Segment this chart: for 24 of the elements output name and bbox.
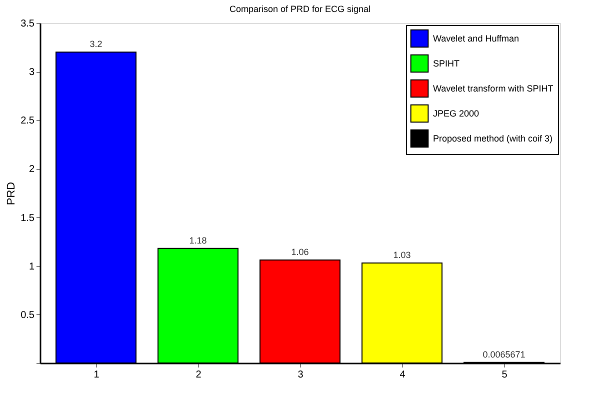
data-label: 1.18 (189, 235, 207, 246)
legend-label: Wavelet transform with SPIHT (433, 84, 554, 94)
data-label: 1.06 (291, 247, 309, 258)
y-tick-label: 3.5 (20, 18, 35, 30)
y-tick-label: 2.5 (20, 116, 35, 127)
y-tick-label: 0.5 (20, 310, 35, 321)
x-tick-label: 2 (196, 370, 202, 380)
x-tick-label: 4 (400, 370, 406, 380)
y-tick-label: 1.5 (20, 212, 35, 224)
data-label: 0.0065671 (482, 349, 526, 360)
chart-title: Comparison of PRD for ECG signal (229, 4, 371, 14)
x-tick-label: 1 (94, 370, 100, 380)
legend-label: JPEG 2000 (433, 108, 480, 118)
y-axis-title: PRD (6, 182, 18, 206)
y-tick-label: 2 (28, 164, 35, 176)
y-tick-label: 3 (28, 67, 35, 78)
data-label: 3.2 (90, 39, 102, 50)
legend-label: Wavelet and Huffman (433, 34, 520, 44)
y-tick-label: 1 (28, 261, 35, 272)
data-label: 1.03 (393, 250, 411, 260)
legend-label: SPIHT (433, 58, 460, 68)
x-tick-label: 3 (298, 370, 304, 380)
legend-label: Proposed method (with coif 3) (433, 134, 553, 144)
x-tick-label: 5 (502, 370, 508, 380)
